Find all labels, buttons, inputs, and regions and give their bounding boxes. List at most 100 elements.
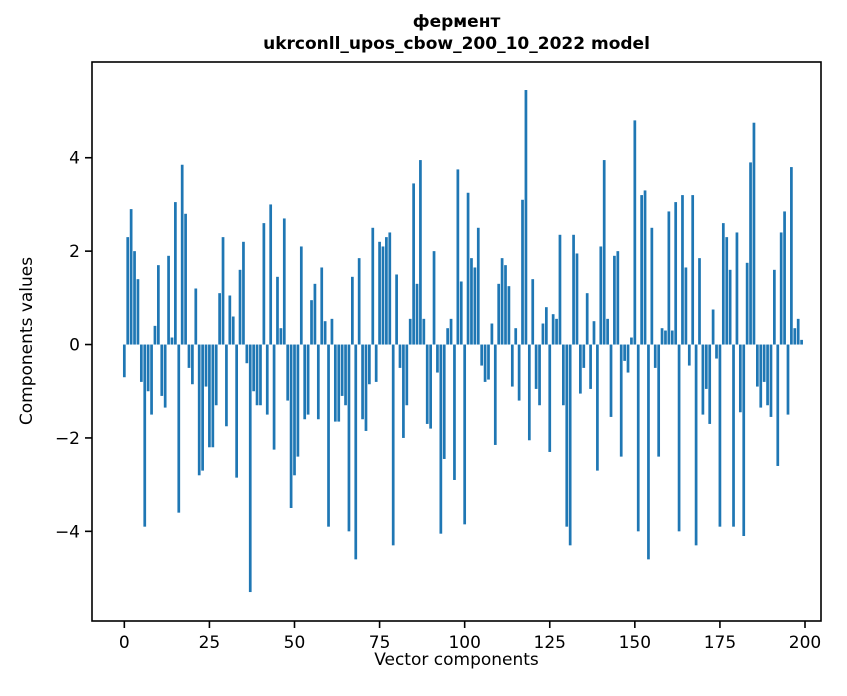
bar bbox=[252, 344, 256, 392]
bar bbox=[684, 267, 688, 345]
bar bbox=[316, 344, 320, 420]
bar bbox=[415, 283, 419, 345]
bar bbox=[715, 344, 718, 359]
bar bbox=[609, 344, 613, 417]
bar bbox=[599, 246, 603, 345]
bar bbox=[691, 195, 695, 345]
bar bbox=[538, 344, 541, 406]
bar bbox=[368, 344, 371, 385]
bar bbox=[796, 318, 800, 345]
bar bbox=[790, 167, 793, 345]
bar bbox=[650, 227, 654, 345]
bar bbox=[187, 344, 191, 368]
bar bbox=[351, 276, 354, 345]
bar bbox=[245, 344, 249, 364]
bar bbox=[180, 164, 184, 345]
chart-subtitle: ukrconll_upos_cbow_200_10_2022 model bbox=[263, 34, 650, 54]
bar bbox=[313, 283, 317, 345]
bar bbox=[694, 344, 698, 546]
bar bbox=[299, 246, 303, 345]
bar bbox=[238, 269, 242, 345]
bar bbox=[303, 344, 307, 420]
bar bbox=[585, 293, 589, 345]
bar bbox=[633, 120, 637, 345]
bar bbox=[626, 344, 630, 373]
x-tick-label: 0 bbox=[119, 633, 130, 653]
bar bbox=[146, 344, 150, 392]
x-axis-label: Vector components bbox=[374, 650, 539, 670]
bar bbox=[749, 162, 752, 345]
x-tick-label: 150 bbox=[619, 633, 651, 653]
bar bbox=[572, 234, 575, 345]
bar bbox=[534, 344, 538, 389]
bar bbox=[738, 344, 742, 413]
bar bbox=[514, 328, 518, 345]
bar bbox=[568, 344, 572, 546]
bar bbox=[592, 321, 596, 345]
bar bbox=[282, 218, 286, 345]
bar bbox=[449, 318, 453, 345]
x-tick-label: 75 bbox=[369, 633, 391, 653]
bar bbox=[425, 344, 429, 424]
bar bbox=[439, 344, 443, 534]
bar bbox=[398, 344, 402, 368]
chart-title: фермент bbox=[412, 12, 501, 32]
bar bbox=[262, 223, 266, 345]
bar bbox=[544, 307, 548, 345]
bar bbox=[606, 318, 609, 345]
bar bbox=[122, 344, 126, 378]
y-axis-label: Components values bbox=[17, 256, 37, 426]
bar bbox=[783, 211, 786, 345]
bar bbox=[531, 279, 535, 345]
bar bbox=[786, 344, 790, 415]
bar bbox=[184, 213, 187, 345]
axes-box bbox=[91, 61, 822, 622]
bar bbox=[670, 330, 674, 345]
bar bbox=[422, 318, 426, 345]
bar bbox=[385, 237, 388, 345]
bar bbox=[647, 344, 650, 560]
bar bbox=[500, 258, 504, 345]
bar bbox=[579, 344, 582, 394]
bar bbox=[361, 344, 364, 420]
bar bbox=[442, 344, 446, 459]
bar bbox=[357, 258, 361, 345]
bar bbox=[769, 344, 773, 417]
bar bbox=[630, 337, 633, 345]
y-tick-label: −2 bbox=[55, 429, 80, 449]
y-tick-label: 2 bbox=[69, 242, 80, 262]
x-axis-ticks: 0 25 50 75 100 125 150 175 200 bbox=[119, 621, 821, 653]
x-tick-label: 175 bbox=[704, 633, 736, 653]
bar bbox=[667, 211, 671, 345]
bar bbox=[681, 195, 684, 345]
bar bbox=[660, 328, 664, 345]
bar bbox=[613, 255, 616, 345]
bars bbox=[122, 90, 803, 593]
bar bbox=[510, 344, 514, 387]
bar bbox=[623, 344, 626, 361]
bar bbox=[364, 344, 368, 431]
bar bbox=[446, 328, 450, 345]
bar bbox=[776, 344, 780, 466]
y-tick-label: 0 bbox=[69, 336, 80, 356]
bar bbox=[327, 344, 330, 527]
x-tick-label: 200 bbox=[789, 633, 821, 653]
bar bbox=[687, 344, 691, 366]
bar bbox=[459, 281, 463, 345]
bar bbox=[476, 227, 480, 345]
bar bbox=[589, 344, 592, 389]
bar bbox=[745, 262, 749, 345]
bar bbox=[333, 344, 337, 422]
bar bbox=[766, 344, 769, 406]
bar bbox=[344, 344, 347, 406]
bar bbox=[596, 344, 599, 471]
bar bbox=[248, 344, 252, 593]
bar bbox=[575, 253, 579, 345]
bar bbox=[779, 232, 783, 345]
bar bbox=[541, 323, 545, 345]
bar bbox=[126, 237, 130, 345]
bar bbox=[412, 183, 415, 345]
bar bbox=[296, 344, 300, 457]
x-tick-label: 25 bbox=[199, 633, 221, 653]
bar bbox=[704, 344, 708, 389]
